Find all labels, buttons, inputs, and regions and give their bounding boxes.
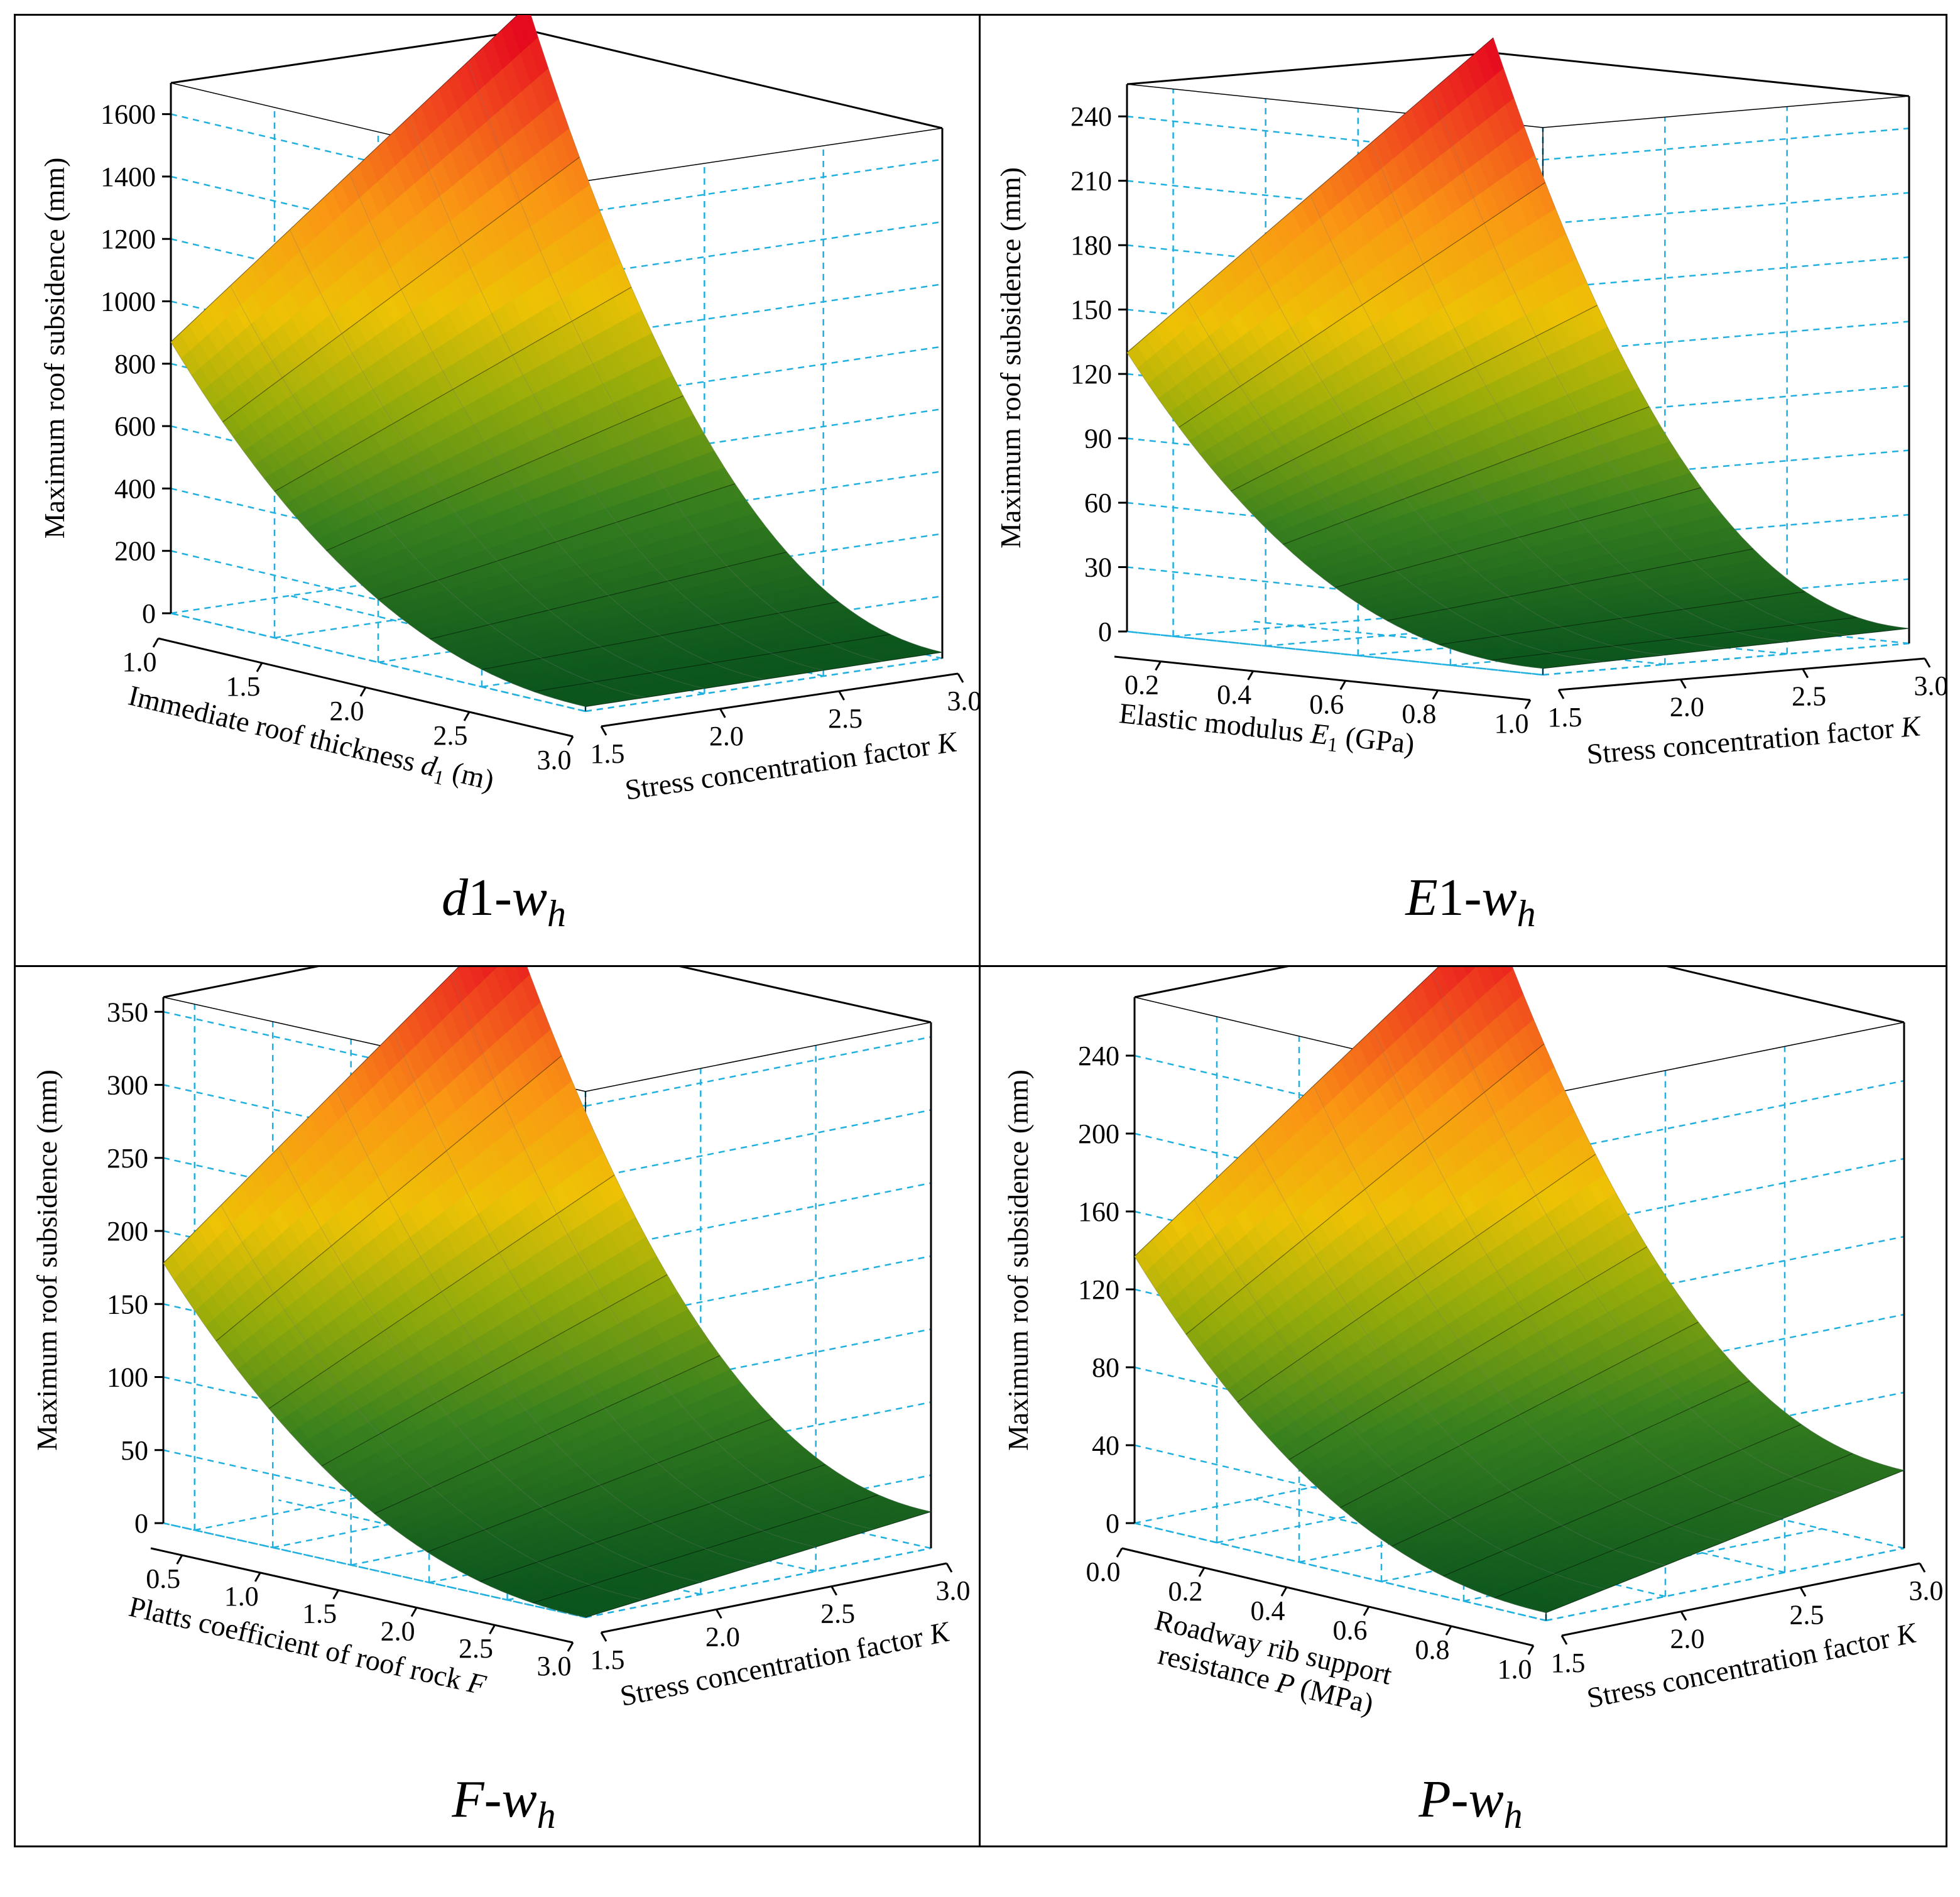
k-tick <box>720 709 725 718</box>
param-axis-sub: 1 <box>1326 733 1339 756</box>
param-tick <box>1433 691 1438 699</box>
grid-line-right-z <box>1543 257 1909 288</box>
param-axis-label: Elastic modulus E1 (GPa) <box>1117 697 1416 764</box>
param-tick <box>1248 671 1253 680</box>
k-axis-label: Stress concentration factor K <box>1586 709 1923 770</box>
box-edge-mid <box>585 1022 931 1091</box>
param-tick-label: 0.8 <box>1402 699 1436 730</box>
box-edge-mid <box>1543 96 1909 128</box>
param-tick <box>464 712 469 721</box>
param-tick-label: 1.5 <box>226 671 261 702</box>
box-edge-top <box>1493 53 1909 96</box>
panel-e1-wh: 0 30 60 90 120 150 180 210 240 0.2 0.4 0.6 0.8 1.0 1.5… <box>981 15 1960 945</box>
param-tick-label: 1.0 <box>1494 708 1529 739</box>
k-tick-label: 2.0 <box>709 721 744 752</box>
z-tick-label: 180 <box>1070 230 1112 261</box>
k-tick-label: 1.5 <box>1548 702 1582 733</box>
grid-line-right-z <box>585 1037 931 1106</box>
k-tick-label: 2.5 <box>828 703 863 734</box>
z-tick-label: 600 <box>114 411 156 442</box>
z-tick-label: 0 <box>1098 616 1112 647</box>
k-tick-label: 3.0 <box>947 686 979 716</box>
k-tick-label: 2.0 <box>1670 691 1704 722</box>
grid-line-right-z <box>1543 193 1909 224</box>
k-axis-var: K <box>1899 709 1923 743</box>
k-axis-label: Stress concentration factor K <box>623 725 961 806</box>
param-axis-unit: (m) <box>442 754 498 797</box>
param-tick-label: 0.6 <box>1309 689 1344 719</box>
z-tick-label: 1200 <box>101 224 156 254</box>
z-tick-label: 200 <box>114 536 156 567</box>
z-tick-label: 400 <box>114 473 156 504</box>
k-tick <box>1803 669 1808 678</box>
k-axis-text: Stress concentration factor <box>1586 711 1903 770</box>
panel-title: d1-wh <box>14 857 994 939</box>
param-tick-label: 0.2 <box>1124 670 1159 701</box>
grid-line-right-z <box>585 160 942 212</box>
panel-d1-wh: 0 200 400 600 800 1000 1200 1400 1600 1.0 1.5 2.0 2.… <box>14 15 994 945</box>
param-tick <box>153 638 158 647</box>
k-tick <box>1925 659 1930 667</box>
k-tick-label: 2.5 <box>1792 681 1826 712</box>
param-tick <box>568 736 573 745</box>
z-tick-label: 1600 <box>101 99 156 130</box>
surface-plot-d1: 0 200 400 600 800 1000 1200 1400 1600 1.0 1.5 2.0 2.… <box>14 15 979 857</box>
panel-title: E1-wh <box>981 857 1960 939</box>
k-tick <box>839 691 844 700</box>
z-tick-label: 210 <box>1070 166 1112 197</box>
z-axis-label: Maximum roof subsidence (mm) <box>38 158 70 539</box>
param-tick-label: 0.4 <box>1217 679 1251 710</box>
z-tick-label: 1000 <box>101 287 156 317</box>
param-tick <box>1156 662 1161 670</box>
param-axis-text: Immediate roof thickness <box>126 679 426 780</box>
param-tick-label: 1.0 <box>122 647 157 677</box>
param-axis-text: Elastic modulus <box>1118 697 1312 749</box>
z-axis-label: Maximum roof subsidence (mm) <box>994 167 1026 549</box>
z-tick-label: 800 <box>114 349 156 380</box>
surface-plot-e1: 0 30 60 90 120 150 180 210 240 0.2 0.4 0.6 0.8 1.0 1.5… <box>981 15 1946 857</box>
z-tick-label: 90 <box>1084 424 1112 454</box>
param-tick <box>1525 700 1530 709</box>
z-tick-label: 60 <box>1084 488 1112 518</box>
z-tick-label: 120 <box>1070 359 1112 390</box>
param-tick <box>1341 681 1346 689</box>
param-tick-label: 2.0 <box>330 696 364 726</box>
k-axis-text: Stress concentration factor <box>623 728 940 806</box>
k-tick <box>1559 690 1564 699</box>
box-edge-top <box>509 967 931 1022</box>
param-tick <box>361 687 366 696</box>
param-tick-label: 3.0 <box>537 745 572 775</box>
box-edge-top <box>528 30 942 128</box>
k-tick-label: 3.0 <box>1914 670 1946 701</box>
k-tick <box>601 726 606 735</box>
box-edge-mid <box>585 128 942 181</box>
z-tick-label: 150 <box>1070 295 1112 325</box>
surface-group <box>1127 38 1909 669</box>
grid-line-right-z <box>585 1110 931 1179</box>
z-tick-label: 30 <box>1084 552 1112 583</box>
z-tick-label: 1400 <box>101 161 156 192</box>
k-tick <box>958 674 963 682</box>
k-tick <box>1680 679 1685 688</box>
param-tick-label: 2.5 <box>433 720 468 751</box>
k-axis-line <box>1559 659 1925 690</box>
grid-line-right-z <box>1543 128 1909 160</box>
z-tick-label: 0 <box>142 598 156 629</box>
surface-group <box>163 967 931 1617</box>
grid-line-right-z <box>585 222 942 275</box>
z-tick-label: 240 <box>1070 101 1112 132</box>
k-tick-label: 1.5 <box>591 738 625 769</box>
box-edge-top <box>1127 53 1493 84</box>
param-tick <box>257 663 262 672</box>
surface-group <box>171 15 942 707</box>
